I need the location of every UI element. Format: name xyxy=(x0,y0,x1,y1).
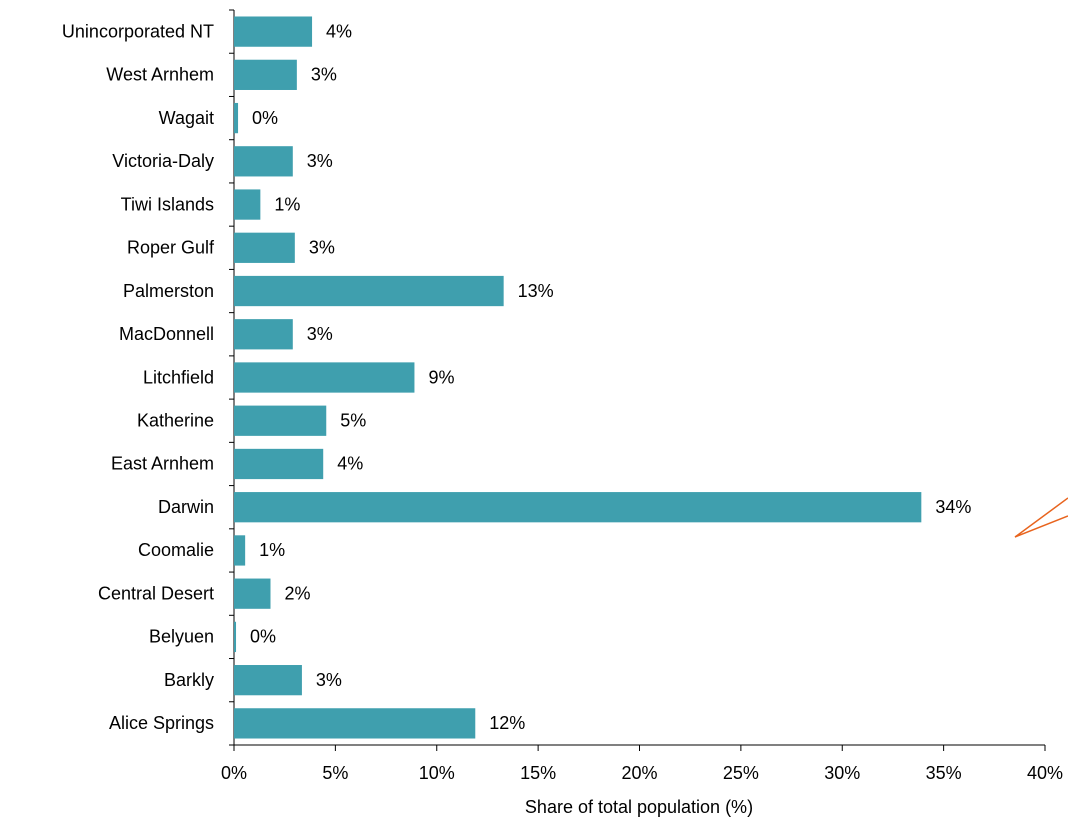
y-tick-label: East Arnhem xyxy=(111,454,214,474)
value-label: 4% xyxy=(337,454,363,474)
value-label: 3% xyxy=(309,238,335,258)
y-tick-label: MacDonnell xyxy=(119,324,214,344)
bar xyxy=(234,16,313,47)
bar xyxy=(234,578,271,609)
x-tick-label: 15% xyxy=(520,763,556,783)
y-tick-label: Roper Gulf xyxy=(127,238,215,258)
bar xyxy=(234,232,295,263)
value-label: 12% xyxy=(489,713,525,733)
x-tick-label: 0% xyxy=(221,763,247,783)
value-label: 3% xyxy=(307,151,333,171)
y-tick-label: Alice Springs xyxy=(109,713,214,733)
x-tick-label: 5% xyxy=(322,763,348,783)
bar xyxy=(234,448,324,480)
value-label: 4% xyxy=(326,21,352,41)
decoration xyxy=(1014,497,1068,538)
bar xyxy=(234,102,239,134)
y-tick-label: Tiwi Islands xyxy=(121,194,214,214)
y-tick-label: Central Desert xyxy=(98,583,214,603)
value-label: 2% xyxy=(284,583,310,603)
y-tick-label: Litchfield xyxy=(143,367,214,387)
value-label: 1% xyxy=(259,540,285,560)
bar xyxy=(234,535,246,566)
value-label: 0% xyxy=(250,627,276,647)
value-label: 0% xyxy=(252,108,278,128)
y-tick-label: Darwin xyxy=(158,497,214,517)
y-tick-label: Wagait xyxy=(159,108,214,128)
x-tick-label: 35% xyxy=(926,763,962,783)
y-tick-label: Palmerston xyxy=(123,281,214,301)
y-tick-label: Coomalie xyxy=(138,540,214,560)
bar xyxy=(234,319,293,350)
bar xyxy=(234,275,504,307)
x-tick-label: 25% xyxy=(723,763,759,783)
bar xyxy=(234,492,922,523)
value-label: 5% xyxy=(340,410,366,430)
x-axis-label: Share of total population (%) xyxy=(525,797,753,817)
y-tick-label: Unincorporated NT xyxy=(62,21,214,41)
y-tick-label: Victoria-Daly xyxy=(112,151,214,171)
value-label: 34% xyxy=(935,497,971,517)
bar xyxy=(234,621,237,653)
y-tick-label: Belyuen xyxy=(149,627,214,647)
y-tick-label: Katherine xyxy=(137,410,214,430)
bar xyxy=(234,405,327,436)
value-label: 3% xyxy=(316,670,342,690)
value-label: 13% xyxy=(518,281,554,301)
x-tick-label: 40% xyxy=(1027,763,1063,783)
bar xyxy=(234,146,293,177)
value-label: 3% xyxy=(311,65,337,85)
value-label: 1% xyxy=(274,194,300,214)
x-tick-label: 30% xyxy=(824,763,860,783)
y-tick-label: West Arnhem xyxy=(106,65,214,85)
value-label: 3% xyxy=(307,324,333,344)
bar xyxy=(234,665,302,696)
x-tick-label: 10% xyxy=(419,763,455,783)
bar xyxy=(234,59,297,90)
x-tick-label: 20% xyxy=(621,763,657,783)
bar xyxy=(234,189,261,220)
value-label: 9% xyxy=(428,367,454,387)
y-tick-label: Barkly xyxy=(164,670,214,690)
bar xyxy=(234,708,476,739)
bar xyxy=(234,362,415,393)
